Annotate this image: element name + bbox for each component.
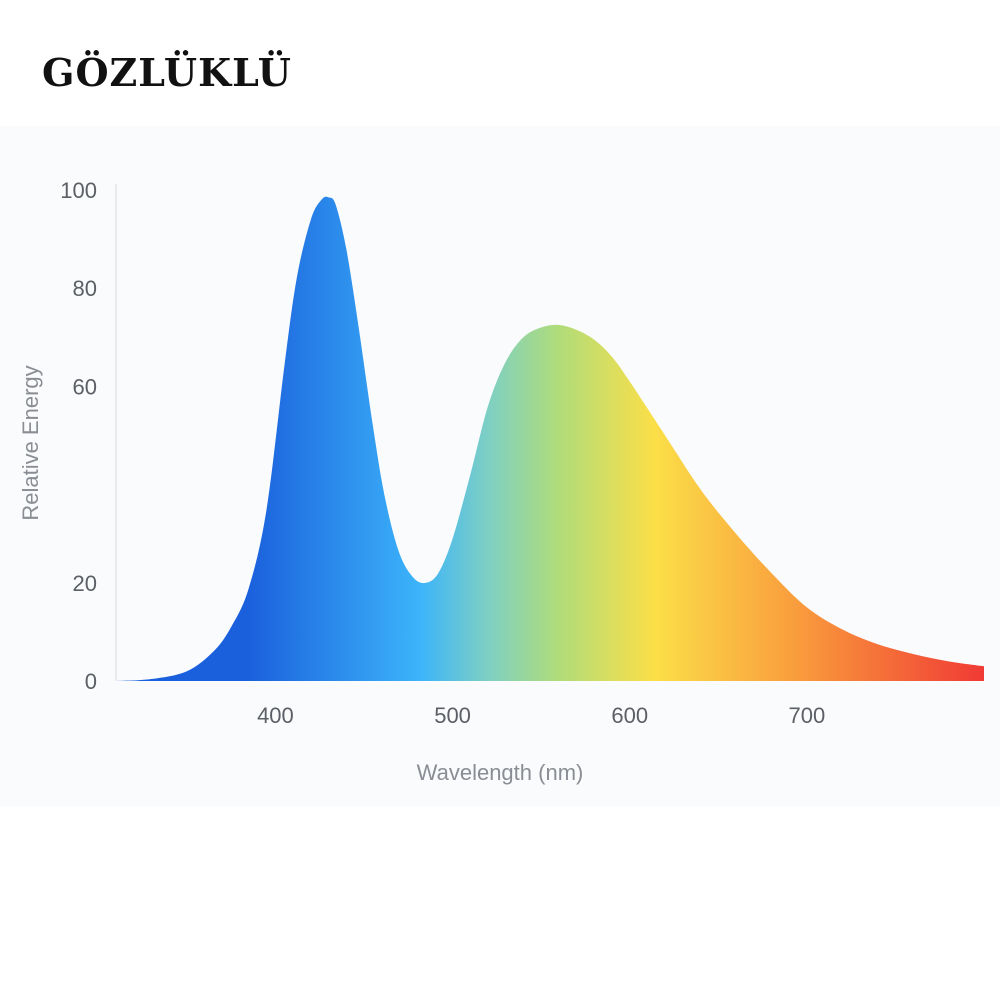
x-tick-label: 500 <box>434 703 471 728</box>
y-axis-ticks: 0 20 60 80 100 <box>60 178 97 694</box>
x-axis-ticks: 400 500 600 700 <box>257 703 825 728</box>
x-axis-title: Wavelength (nm) <box>417 760 584 785</box>
x-tick-label: 600 <box>611 703 648 728</box>
y-tick-label: 80 <box>73 276 97 301</box>
x-tick-label: 400 <box>257 703 294 728</box>
y-axis-title: Relative Energy <box>18 365 43 520</box>
y-tick-label: 20 <box>73 571 97 596</box>
y-tick-label: 60 <box>73 374 97 399</box>
y-tick-label: 100 <box>60 178 97 203</box>
brand-title: GÖZLÜKLÜ <box>42 50 292 95</box>
x-tick-label: 700 <box>788 703 825 728</box>
y-tick-label: 0 <box>85 669 97 694</box>
spectrum-area <box>116 196 984 681</box>
